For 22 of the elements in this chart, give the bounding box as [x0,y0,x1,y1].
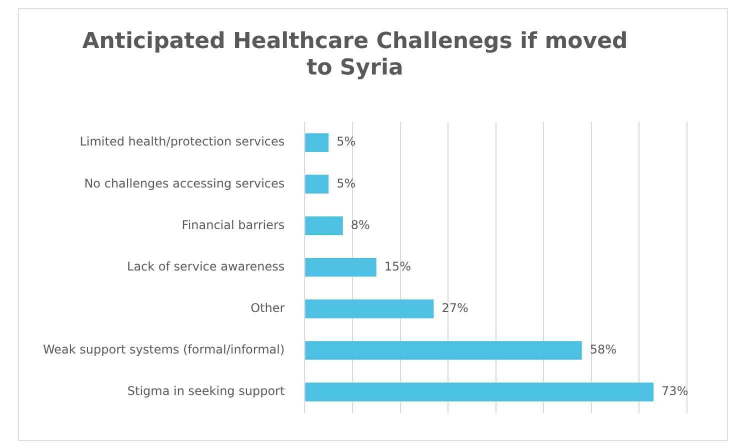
y-tick-label: Limited health/protection services [80,134,285,149]
y-tick-label: Other [250,300,285,315]
bar [305,258,376,277]
y-tick-label: Weak support systems (formal/informal) [42,342,285,357]
chart-title: Anticipated Healthcare Challenegs if moved to Syria [82,28,628,80]
data-label: 8% [350,218,370,232]
bar [305,174,329,194]
data-label: 27% [442,300,468,315]
bar [305,382,654,402]
data-label: 58% [590,342,617,357]
data-label: 15% [384,259,412,274]
y-tick-label: Lack of service awareness [127,259,285,274]
y-tick-label: No challenges accessing services [84,176,285,190]
data-label: 5% [336,134,356,149]
bar [305,341,582,360]
bar [305,216,343,236]
y-tick-label: Financial barriers [182,218,285,232]
bar [305,133,329,152]
data-label: 73% [662,384,688,398]
bar [305,300,434,318]
y-tick-label: Stigma in seeking support [127,384,285,398]
data-label: 5% [336,176,356,190]
